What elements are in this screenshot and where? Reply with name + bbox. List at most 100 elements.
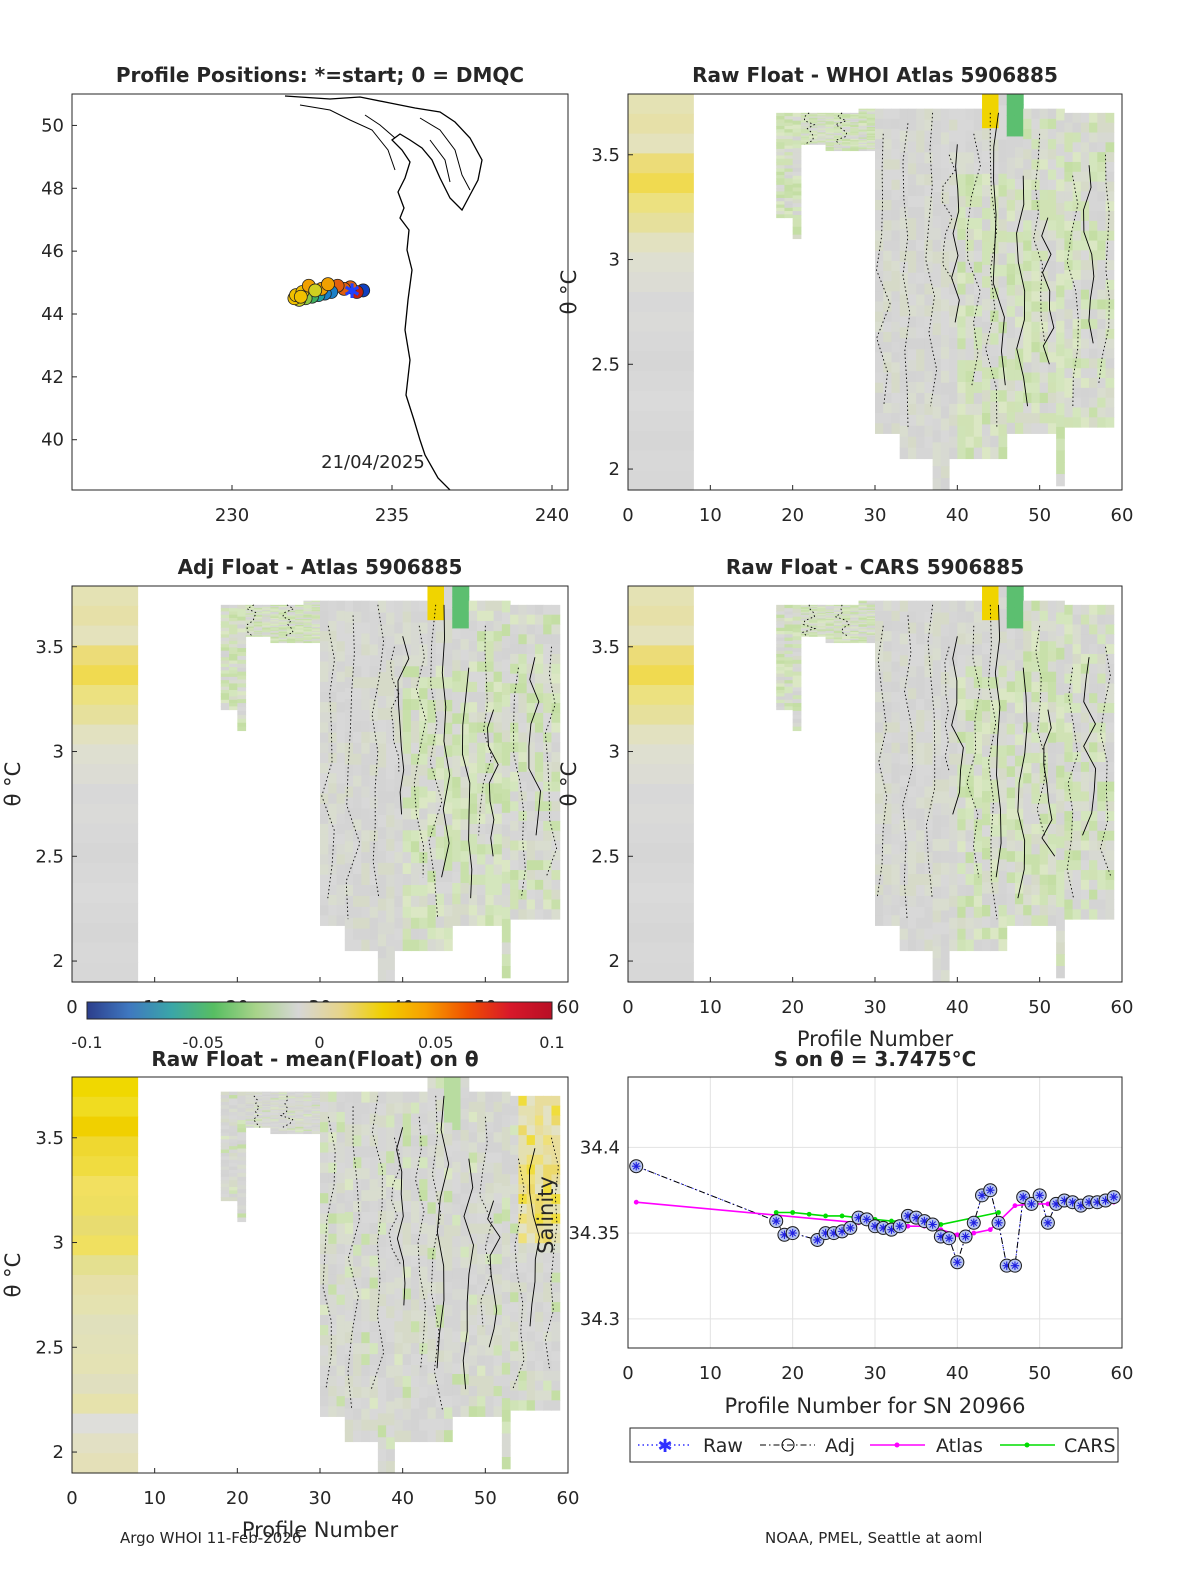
heatmap-cell xyxy=(1089,349,1098,359)
heatmap-cell xyxy=(394,623,403,634)
heatmap-cell xyxy=(353,1124,362,1135)
heatmap-cell xyxy=(1031,804,1040,815)
heatmap-cell xyxy=(974,819,983,830)
heatmap-cell xyxy=(883,844,892,855)
heatmap-cell xyxy=(891,814,900,825)
heatmap-cell xyxy=(883,170,892,181)
heatmap-cell xyxy=(966,601,975,612)
heatmap-cell xyxy=(386,708,395,720)
heatmap-cell xyxy=(378,887,387,899)
heatmap-cell xyxy=(891,190,900,201)
heatmap-cell xyxy=(229,697,238,701)
heatmap-cell xyxy=(1106,860,1115,870)
heatmap-cell xyxy=(1081,900,1090,910)
heatmap-cell xyxy=(345,710,354,721)
heatmap-cell xyxy=(924,240,933,251)
heatmap-cell xyxy=(551,605,560,615)
heatmap-cell xyxy=(229,628,238,632)
heatmap-cell xyxy=(1064,309,1073,319)
heatmap-cell xyxy=(494,611,503,622)
heatmap-cell xyxy=(941,851,950,863)
heatmap-cell xyxy=(345,1332,354,1343)
heatmap-cell xyxy=(411,841,420,852)
heatmap-cell xyxy=(378,899,387,911)
heatmap-cell xyxy=(510,693,519,703)
heatmap-cell xyxy=(883,651,892,662)
heatmap-cell xyxy=(378,1247,387,1259)
heatmap-cell xyxy=(891,895,900,906)
heatmap-cell xyxy=(461,597,470,608)
heatmap-cell xyxy=(1081,113,1090,123)
heatmap-cell xyxy=(974,896,983,907)
heatmap-cell xyxy=(982,643,991,655)
heatmap-cell xyxy=(419,776,428,787)
heatmap-cell xyxy=(941,708,950,720)
heatmap-cell xyxy=(403,633,412,644)
heatmap-cell xyxy=(1064,791,1073,801)
heatmap-cell xyxy=(908,633,917,644)
heatmap-cell xyxy=(535,615,544,625)
map-date-annotation: 21/04/2025 xyxy=(321,452,425,473)
heatmap-cell xyxy=(1106,378,1115,388)
heatmap-cell xyxy=(312,1132,321,1134)
heatmap-cell xyxy=(974,393,983,404)
heatmap-cell xyxy=(394,1420,403,1431)
heatmap-cell xyxy=(793,687,802,691)
heatmap-cell xyxy=(957,666,966,677)
heatmap-cell xyxy=(1031,692,1040,703)
heatmap-cell xyxy=(1015,713,1024,724)
heatmap-cell xyxy=(469,621,478,632)
heatmap-cell xyxy=(320,621,329,632)
heatmap-cell xyxy=(419,1299,428,1310)
heatmap-cell xyxy=(411,929,420,940)
heatmap-cell xyxy=(237,1124,246,1129)
heatmap-cell xyxy=(221,657,230,661)
heatmap-cell xyxy=(916,218,925,229)
heatmap-cell xyxy=(386,613,395,625)
heatmap-cell xyxy=(982,586,991,598)
heatmap-cell xyxy=(328,814,337,825)
heatmap-cell xyxy=(551,890,560,900)
heatmap-cell xyxy=(999,390,1008,402)
heatmap-cell xyxy=(510,733,519,743)
heatmap-cell xyxy=(436,825,445,837)
heatmap-strip-cell xyxy=(72,784,138,804)
heatmap-cell xyxy=(957,863,966,874)
heatmap-cell xyxy=(1106,408,1115,418)
heatmap-cell xyxy=(891,403,900,414)
heatmap-cell xyxy=(1048,641,1057,652)
heatmap-cell xyxy=(1097,162,1106,172)
heatmap-cell xyxy=(502,836,511,848)
heatmap-cell xyxy=(793,113,802,117)
heatmap-cell xyxy=(924,426,933,437)
heatmap-cell xyxy=(883,373,892,384)
heatmap-cell xyxy=(1056,895,1065,907)
heatmap-cell xyxy=(1097,772,1106,782)
heatmap-cell xyxy=(1056,309,1065,321)
heatmap-cell xyxy=(776,178,785,182)
heatmap-cell xyxy=(900,874,909,885)
heatmap-cell xyxy=(966,841,975,852)
heatmap-cell xyxy=(378,1151,387,1163)
heatmap-cell xyxy=(1048,261,1057,272)
heatmap-cell xyxy=(949,765,958,776)
heatmap-cell xyxy=(793,211,802,215)
heatmap-cell xyxy=(477,824,486,835)
heatmap-cell xyxy=(328,722,337,733)
heatmap-cell xyxy=(1064,782,1073,792)
heatmap-cell xyxy=(237,613,246,617)
heatmap-cell xyxy=(386,934,395,946)
heatmap-strip-cell xyxy=(72,606,138,626)
heatmap-cell xyxy=(949,612,958,623)
heatmap-cell xyxy=(776,618,785,622)
heatmap-cell xyxy=(859,641,868,643)
heatmap-cell xyxy=(982,367,991,379)
heatmap-cell xyxy=(1056,380,1065,392)
heatmap-cell xyxy=(535,762,544,772)
heatmap-cell xyxy=(793,121,802,125)
heatmap-cell xyxy=(784,139,793,143)
heatmap-cell xyxy=(1081,368,1090,378)
heatmap-cell xyxy=(320,1224,329,1235)
heatmap-cell xyxy=(543,909,552,919)
heatmap-strip-cell xyxy=(72,863,138,883)
